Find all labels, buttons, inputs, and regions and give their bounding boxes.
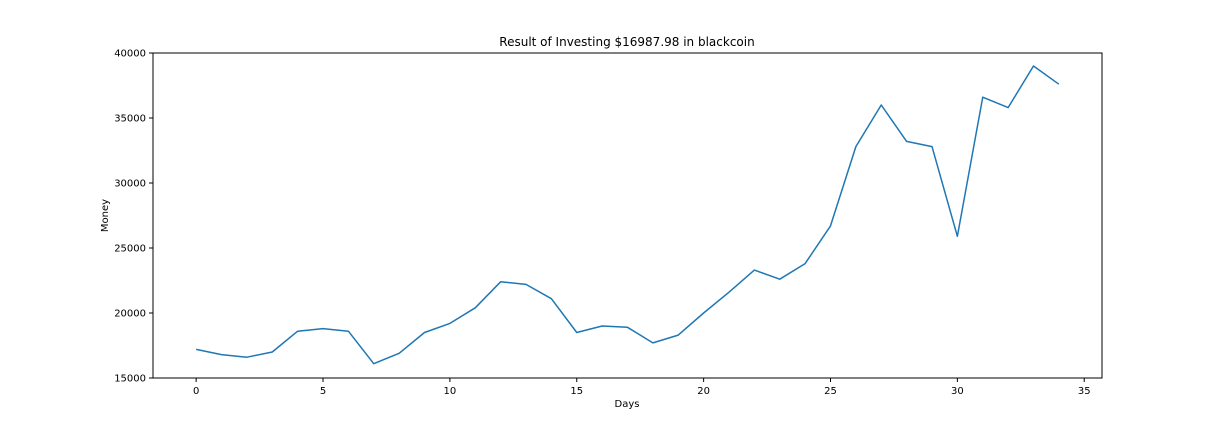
- y-tick-label: 35000: [114, 114, 146, 125]
- x-tick-label: 5: [320, 386, 326, 397]
- x-tick-label: 35: [1078, 386, 1091, 397]
- y-tick-label: 40000: [114, 49, 146, 60]
- x-axis: 0 5 10 15 20 25 30 35: [193, 378, 1091, 397]
- x-tick-label: 25: [824, 386, 837, 397]
- y-tick-label: 30000: [114, 179, 146, 190]
- y-axis-label: Money: [100, 199, 111, 232]
- x-tick-label: 15: [570, 386, 583, 397]
- x-axis-label: Days: [615, 399, 640, 410]
- x-tick-label: 20: [697, 386, 710, 397]
- series-line-0: [195, 65, 1060, 365]
- plot-frame: [152, 52, 1103, 379]
- x-tick-label: 0: [193, 386, 199, 397]
- y-tick-label: 20000: [114, 309, 146, 320]
- x-tick-label: 10: [444, 386, 457, 397]
- y-tick-label: 25000: [114, 244, 146, 255]
- chart-title: Result of Investing $16987.98 in blackco…: [499, 35, 754, 49]
- x-tick-label: 30: [951, 386, 964, 397]
- y-tick-label: 15000: [114, 374, 146, 385]
- y-axis: 15000 20000 25000 30000 35000 40000: [114, 49, 153, 385]
- plot-area: [195, 65, 1060, 365]
